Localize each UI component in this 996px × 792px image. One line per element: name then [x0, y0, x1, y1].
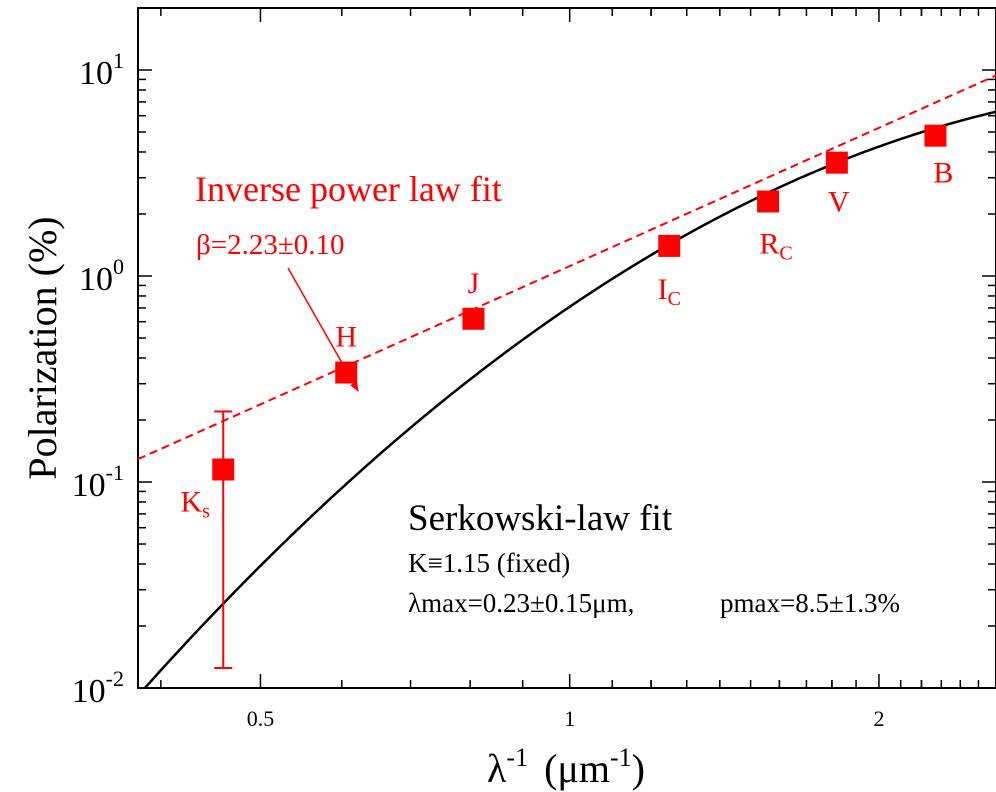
power-law-beta-label: β=2.23±0.10 — [196, 229, 345, 261]
serkowski-fit-curve — [143, 110, 996, 688]
point-label-Ks: Ks — [181, 486, 211, 523]
data-points — [212, 124, 947, 481]
data-point-Ic — [658, 234, 681, 257]
data-point-V — [825, 151, 848, 174]
point-label-J: J — [468, 267, 480, 300]
error-bars — [214, 410, 233, 670]
x-axis-label-sup: -1 — [506, 743, 528, 772]
serkowski-k-label: K≡1.15 (fixed) — [408, 548, 570, 578]
data-point-J — [462, 307, 485, 330]
y-tick-label: 10-1 — [72, 460, 124, 504]
serkowski-lambda-max-label: λmax=0.23±0.15μm, — [408, 588, 634, 618]
point-label-H: H — [335, 321, 357, 354]
x-axis-ticks — [160, 8, 996, 688]
power-law-annotation-arrow — [287, 267, 359, 392]
serkowski-fit-title: Serkowski-law fit — [408, 498, 673, 539]
x-axis-label-unit-sup: -1 — [610, 743, 632, 772]
y-tick-label: 101 — [79, 48, 124, 92]
point-label-Rc: RC — [759, 227, 792, 264]
power-law-fit-title: Inverse power law fit — [195, 169, 502, 209]
point-labels: Ks H J IC RC V B — [181, 157, 954, 523]
point-label-B: B — [933, 157, 953, 190]
x-tick-label: 2 — [873, 706, 884, 731]
data-point-Rc — [757, 190, 780, 213]
x-axis-label: λ-1 (μm-1) — [487, 743, 645, 791]
plot-frame — [137, 7, 996, 689]
point-label-V: V — [828, 186, 850, 219]
y-axis-label: Polarization (%) — [20, 216, 65, 479]
x-axis-label-unit: (μm — [544, 746, 610, 791]
x-tick-label: 1 — [564, 706, 575, 731]
serkowski-p-max-label: pmax=8.5±1.3% — [720, 588, 900, 618]
x-tick-labels: 0.5 1 2 — [247, 706, 885, 731]
x-axis-label-unit-close: ) — [632, 746, 645, 791]
x-tick-label: 0.5 — [247, 706, 275, 731]
y-tick-labels: 10-2 10-1 100 101 — [72, 48, 124, 710]
data-point-H — [335, 361, 358, 384]
x-axis-label-base: λ — [487, 746, 507, 791]
point-label-Ic: IC — [658, 273, 681, 310]
y-tick-label: 100 — [79, 254, 124, 298]
power-law-fit-line — [138, 74, 996, 461]
data-point-B — [924, 124, 947, 147]
y-axis-ticks — [138, 7, 996, 689]
data-point-Ks — [212, 458, 235, 481]
y-tick-label: 10-2 — [72, 666, 124, 710]
